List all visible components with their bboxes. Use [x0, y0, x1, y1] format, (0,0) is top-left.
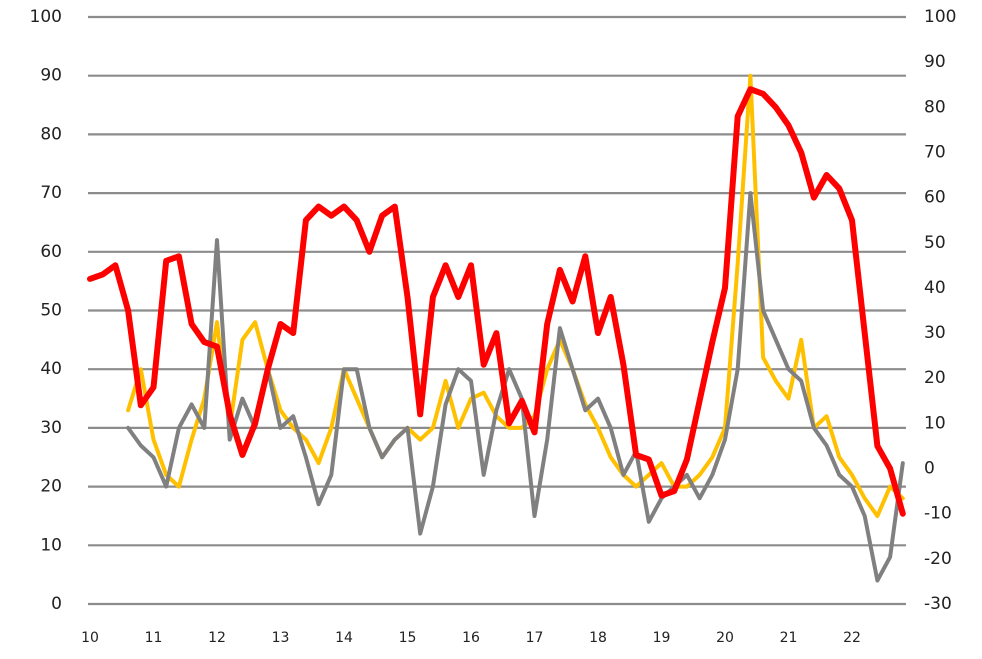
- y-tick-label: 20: [40, 477, 62, 497]
- x-tick-label: 15: [399, 630, 417, 646]
- x-tick-label: 17: [526, 630, 544, 646]
- y2-tick-label: 50: [924, 233, 946, 253]
- y-tick-label: 80: [40, 124, 62, 144]
- y-tick-label: 70: [40, 183, 62, 203]
- x-tick-label: 10: [81, 630, 99, 646]
- y2-tick-label: -30: [924, 594, 952, 614]
- y2-tick-label: 40: [924, 278, 946, 298]
- y2-tick-label: 20: [924, 368, 946, 388]
- y2-tick-label: 100: [924, 7, 956, 27]
- y2-tick-label: 90: [924, 52, 946, 72]
- y2-tick-label: 70: [924, 142, 946, 162]
- y2-tick-label: -10: [924, 504, 952, 524]
- y-tick-label: 30: [40, 418, 62, 438]
- y-tick-label: 50: [40, 301, 62, 321]
- x-tick-label: 22: [843, 630, 861, 646]
- x-tick-label: 14: [335, 630, 353, 646]
- x-tick-label: 13: [272, 630, 290, 646]
- x-tick-label: 16: [462, 630, 480, 646]
- y-tick-label: 40: [40, 359, 62, 379]
- series-line: [126, 73, 905, 518]
- y-tick-label: 10: [40, 535, 62, 555]
- y2-tick-label: 10: [924, 413, 946, 433]
- x-tick-label: 12: [208, 630, 226, 646]
- x-tick-label: 20: [716, 630, 734, 646]
- y2-tick-label: 0: [924, 459, 935, 479]
- y2-tick-label: -20: [924, 549, 952, 569]
- y2-tick-label: 80: [924, 97, 946, 117]
- y-tick-label: 60: [40, 242, 62, 262]
- x-tick-label: 11: [145, 630, 163, 646]
- y-tick-label: 100: [30, 7, 62, 27]
- y2-tick-label: 60: [924, 188, 946, 208]
- x-tick-label: 21: [780, 630, 798, 646]
- x-tick-label: 18: [589, 630, 607, 646]
- y-tick-label: 0: [51, 594, 62, 614]
- y2-tick-label: 30: [924, 323, 946, 343]
- series-line: [87, 86, 906, 517]
- x-tick-label: 19: [653, 630, 671, 646]
- y-tick-label: 90: [40, 66, 62, 86]
